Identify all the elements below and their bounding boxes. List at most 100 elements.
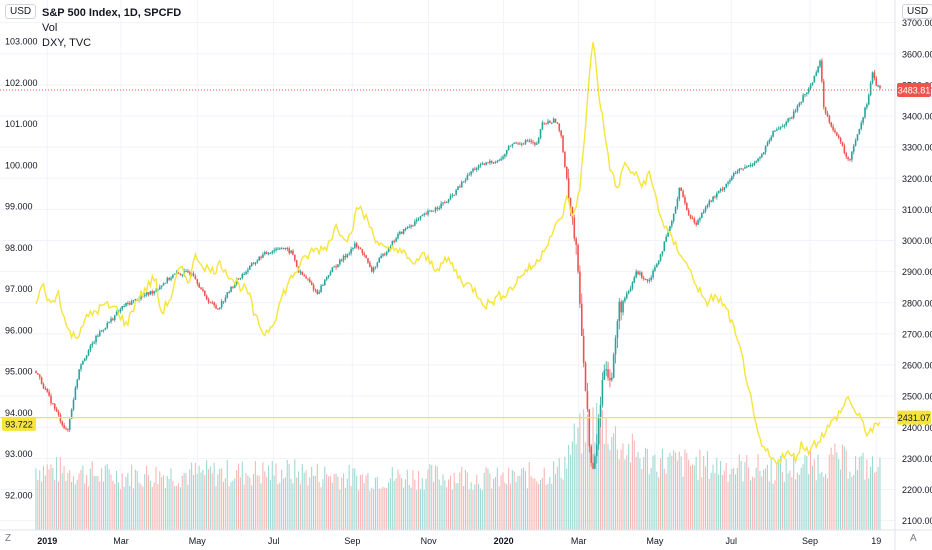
left-axis-tick-label: 96.000 [5,325,33,335]
candle-body [753,162,756,165]
time-axis-tick-label: May [646,536,664,546]
candle-body [65,428,67,430]
candle-body [556,122,559,124]
candle-body [378,258,381,263]
candle-body [147,292,150,295]
volume-bar [701,477,703,530]
candle-body [747,165,750,167]
candle-body [646,279,649,281]
candle-body [693,218,696,223]
volume-bar [429,464,431,530]
volume-bar [864,479,866,530]
candle-body [785,121,788,126]
right-price-axis[interactable]: 2100.00 2200.00 2300.00 2400.00 2500.00 2600.… [902,18,932,526]
volume-bar [530,476,532,530]
volume-bar [778,462,780,530]
candle-body [519,143,521,145]
left-price-axis[interactable]: 92.000 93.000 94.000 95.000 96.000 97.000 98.0… [5,37,38,501]
volume-bar [373,489,375,530]
volume-bar [517,475,519,530]
volume-bar [431,465,433,530]
volume-bar [194,462,196,530]
volume-bar [331,482,333,530]
candle-body [436,207,439,209]
current-dxy-badge-bg [2,416,36,431]
volume-bar [410,487,412,530]
candle-body [412,225,414,227]
volume-bar [185,473,187,530]
volume-bar [718,474,720,530]
time-axis-tick-label: 19 [871,536,881,546]
volume-legend[interactable]: Vol [42,22,58,34]
zoom-toggle[interactable]: Z [5,533,12,544]
candle-body [541,122,544,129]
candle-body [239,277,242,279]
volume-bar [320,487,322,530]
time-axis-tick-label: Mar [571,536,587,546]
candle-body [526,140,529,142]
volume-bar [639,458,641,530]
volume-bar [166,475,168,530]
candle-body [642,277,645,280]
candle-body [372,267,375,272]
candle-body [406,227,409,230]
candle-body [393,240,396,242]
volume-bar [506,484,508,530]
candle-body [464,179,467,182]
compare-legend[interactable]: DXY, TVC [42,37,92,49]
right-currency-label[interactable]: USD [902,4,932,19]
candle-body [361,249,364,254]
candle-body [350,248,352,254]
candle-body [740,168,743,170]
volume-bar [408,484,410,530]
candle-body [292,250,294,255]
candle-body [708,200,711,205]
candle-body [648,279,651,281]
volume-bar [307,485,309,530]
candle-body [727,181,729,184]
volume-bar [117,482,120,530]
candle-body [294,254,296,261]
candle-body [579,271,581,304]
left-currency-label[interactable]: USD [5,4,37,19]
candle-body [327,275,330,278]
volume-bar [110,474,112,530]
volume-bar [693,465,695,530]
volume-bar [779,456,782,530]
volume-bar [282,478,285,530]
volume-bar [607,444,609,530]
candle-body [757,158,759,162]
candle-body [230,286,232,293]
candle-body [333,266,336,268]
candle-body [618,301,621,322]
volume-bar [448,479,450,530]
volume-bar [290,478,292,530]
volume-bar [568,445,570,530]
candle-body [472,168,474,172]
candle-body [475,167,478,170]
volume-bar [532,478,534,530]
volume-bar [198,465,200,530]
symbol-title[interactable]: S&P 500 Index, 1D, SPCFD [42,7,182,19]
time-axis[interactable]: 2019 Mar May Jul Sep Nov 2020 Mar May Jul Sep 19 [37,536,881,546]
volume-bar [444,480,446,530]
volume-bar [819,473,821,530]
candle-body [459,186,461,188]
candle-body [95,335,97,343]
volume-bar [622,443,624,530]
volume-bar [177,482,180,530]
volume-bar [339,489,341,530]
volume-bar [491,488,493,530]
candle-body [479,164,482,166]
volume-bar [834,443,836,530]
candle-body [399,231,401,235]
volume-bar [172,480,174,530]
auto-scale-toggle[interactable]: A [910,533,917,544]
left-axis-tick-label: 92.000 [5,490,33,500]
candle-body [691,218,694,220]
candle-body [554,118,557,123]
candle-body [539,128,542,139]
candle-body [290,250,292,253]
volume-bar [97,475,99,530]
